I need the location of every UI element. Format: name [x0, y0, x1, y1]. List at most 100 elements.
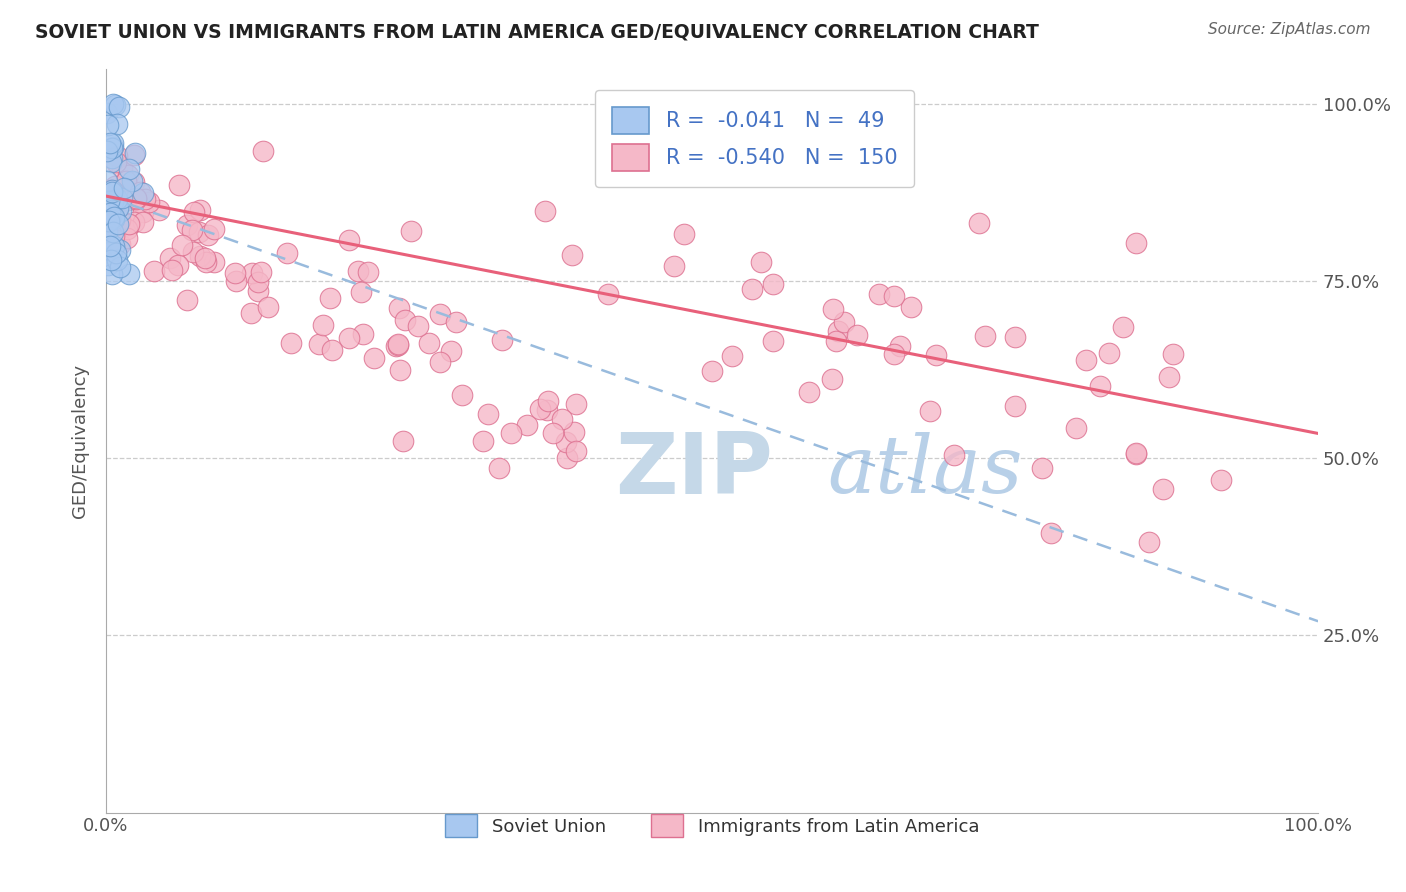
Point: [143, 264, 166, 278]
Point: [159, 251, 181, 265]
Point: [673, 227, 696, 241]
Point: [108, 212, 131, 227]
Point: [1088, 379, 1111, 393]
Point: [762, 277, 785, 292]
Point: [394, 313, 416, 327]
Point: [1004, 330, 1026, 344]
Point: [543, 426, 565, 441]
Point: [180, 223, 202, 237]
Point: [721, 349, 744, 363]
Point: [138, 194, 160, 209]
Point: [534, 204, 557, 219]
Point: [832, 315, 855, 329]
Point: [97, 118, 120, 132]
Point: [98, 194, 121, 208]
Point: [98, 206, 121, 220]
Point: [444, 315, 467, 329]
Point: [97, 235, 120, 249]
Point: [190, 249, 212, 263]
Point: [122, 148, 145, 162]
Point: [188, 202, 211, 217]
Point: [551, 411, 574, 425]
Point: [96, 226, 118, 240]
Point: [280, 336, 302, 351]
Point: [529, 402, 551, 417]
Point: [472, 434, 495, 448]
Point: [565, 397, 588, 411]
Point: [868, 286, 890, 301]
Point: [225, 274, 247, 288]
Text: SOVIET UNION VS IMMIGRANTS FROM LATIN AMERICA GED/EQUIVALENCY CORRELATION CHART: SOVIET UNION VS IMMIGRANTS FROM LATIN AM…: [35, 22, 1039, 41]
Point: [1004, 399, 1026, 413]
Point: [194, 252, 217, 266]
Point: [350, 285, 373, 300]
Point: [176, 293, 198, 307]
Point: [256, 300, 278, 314]
Point: [101, 97, 124, 112]
Point: [823, 302, 845, 317]
Point: [387, 337, 409, 351]
Point: [392, 434, 415, 448]
Point: [741, 281, 763, 295]
Point: [900, 300, 922, 314]
Point: [925, 348, 948, 362]
Point: [197, 228, 219, 243]
Point: [160, 262, 183, 277]
Point: [101, 225, 124, 239]
Point: [115, 222, 138, 236]
Point: [105, 149, 128, 163]
Point: [98, 238, 121, 252]
Point: [596, 287, 619, 301]
Point: [105, 252, 128, 267]
Point: [148, 203, 170, 218]
Point: [883, 289, 905, 303]
Point: [176, 218, 198, 232]
Point: [1152, 482, 1174, 496]
Point: [429, 307, 451, 321]
Point: [1125, 235, 1147, 250]
Point: [406, 319, 429, 334]
Point: [104, 178, 127, 193]
Point: [100, 212, 122, 227]
Y-axis label: GED/Equivalency: GED/Equivalency: [72, 363, 89, 517]
Point: [806, 97, 828, 112]
Point: [103, 212, 125, 227]
Point: [110, 204, 132, 219]
Point: [104, 245, 127, 260]
Point: [96, 106, 118, 120]
Point: [117, 168, 139, 182]
Point: [308, 337, 330, 351]
Point: [883, 347, 905, 361]
Point: [451, 388, 474, 402]
Point: [194, 255, 217, 269]
Point: [105, 192, 128, 206]
Point: [107, 202, 129, 216]
Point: [846, 327, 869, 342]
Point: [96, 174, 118, 188]
Point: [101, 183, 124, 197]
Point: [347, 263, 370, 277]
Point: [128, 194, 150, 209]
Point: [202, 255, 225, 269]
Point: [107, 209, 129, 223]
Point: [125, 192, 148, 206]
Point: [103, 186, 125, 201]
Point: [122, 215, 145, 229]
Legend: Soviet Union, Immigrants from Latin America: Soviet Union, Immigrants from Latin Amer…: [437, 807, 987, 845]
Point: [1112, 320, 1135, 334]
Point: [132, 205, 155, 219]
Point: [418, 336, 440, 351]
Point: [98, 136, 121, 150]
Point: [110, 260, 132, 274]
Point: [537, 393, 560, 408]
Point: [108, 100, 131, 114]
Point: [96, 186, 118, 201]
Point: [1125, 446, 1147, 460]
Point: [1064, 421, 1087, 435]
Point: [762, 334, 785, 348]
Point: [516, 417, 538, 432]
Point: [134, 192, 156, 206]
Text: ZIP: ZIP: [614, 429, 773, 512]
Point: [101, 185, 124, 199]
Point: [107, 218, 129, 232]
